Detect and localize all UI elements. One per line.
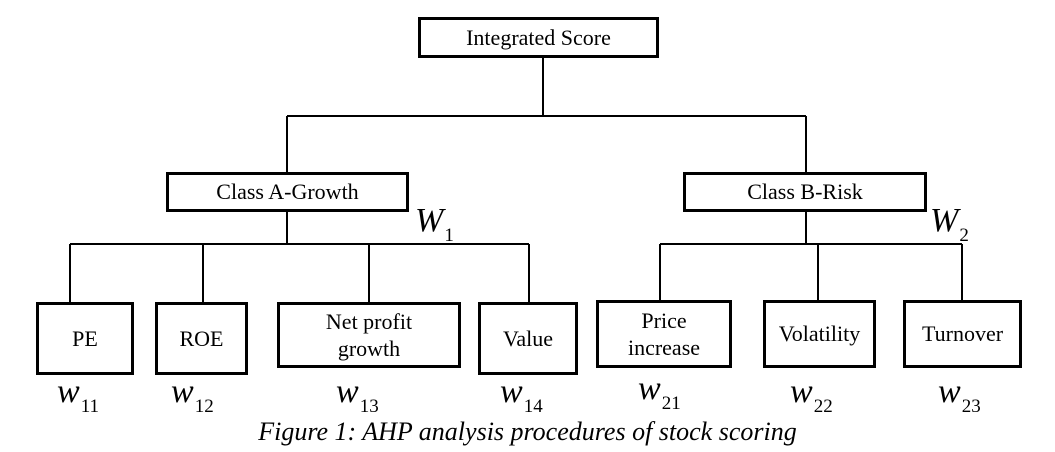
indicator-roe-node: ROE xyxy=(155,302,248,375)
class-b-weight: W2 xyxy=(930,202,969,246)
indicator-weight-w12: w12 xyxy=(171,373,214,417)
indicator-net-profit-growth-node: Net profit growth xyxy=(277,302,461,368)
indicator-weight-w11: w11 xyxy=(57,373,99,417)
indicator-weight-w14: w14 xyxy=(500,373,543,417)
indicator-weight-w13: w13 xyxy=(336,373,379,417)
indicator-volatility-node: Volatility xyxy=(763,300,876,368)
indicator-weight-w21: w21 xyxy=(638,370,681,414)
integrated-score-node: Integrated Score xyxy=(418,17,659,58)
class-a-weight: W1 xyxy=(415,202,454,246)
figure-caption: Figure 1: AHP analysis procedures of sto… xyxy=(258,417,797,446)
class-b-node: Class B-Risk xyxy=(683,172,927,212)
indicator-turnover-node: Turnover xyxy=(903,300,1022,368)
indicator-price-increase-node: Price increase xyxy=(596,300,732,368)
indicator-pe-node: PE xyxy=(36,302,134,375)
indicator-weight-w22: w22 xyxy=(790,373,833,417)
indicator-weight-w23: w23 xyxy=(938,373,981,417)
indicator-value-node: Value xyxy=(478,302,578,375)
class-a-node: Class A-Growth xyxy=(166,172,409,212)
